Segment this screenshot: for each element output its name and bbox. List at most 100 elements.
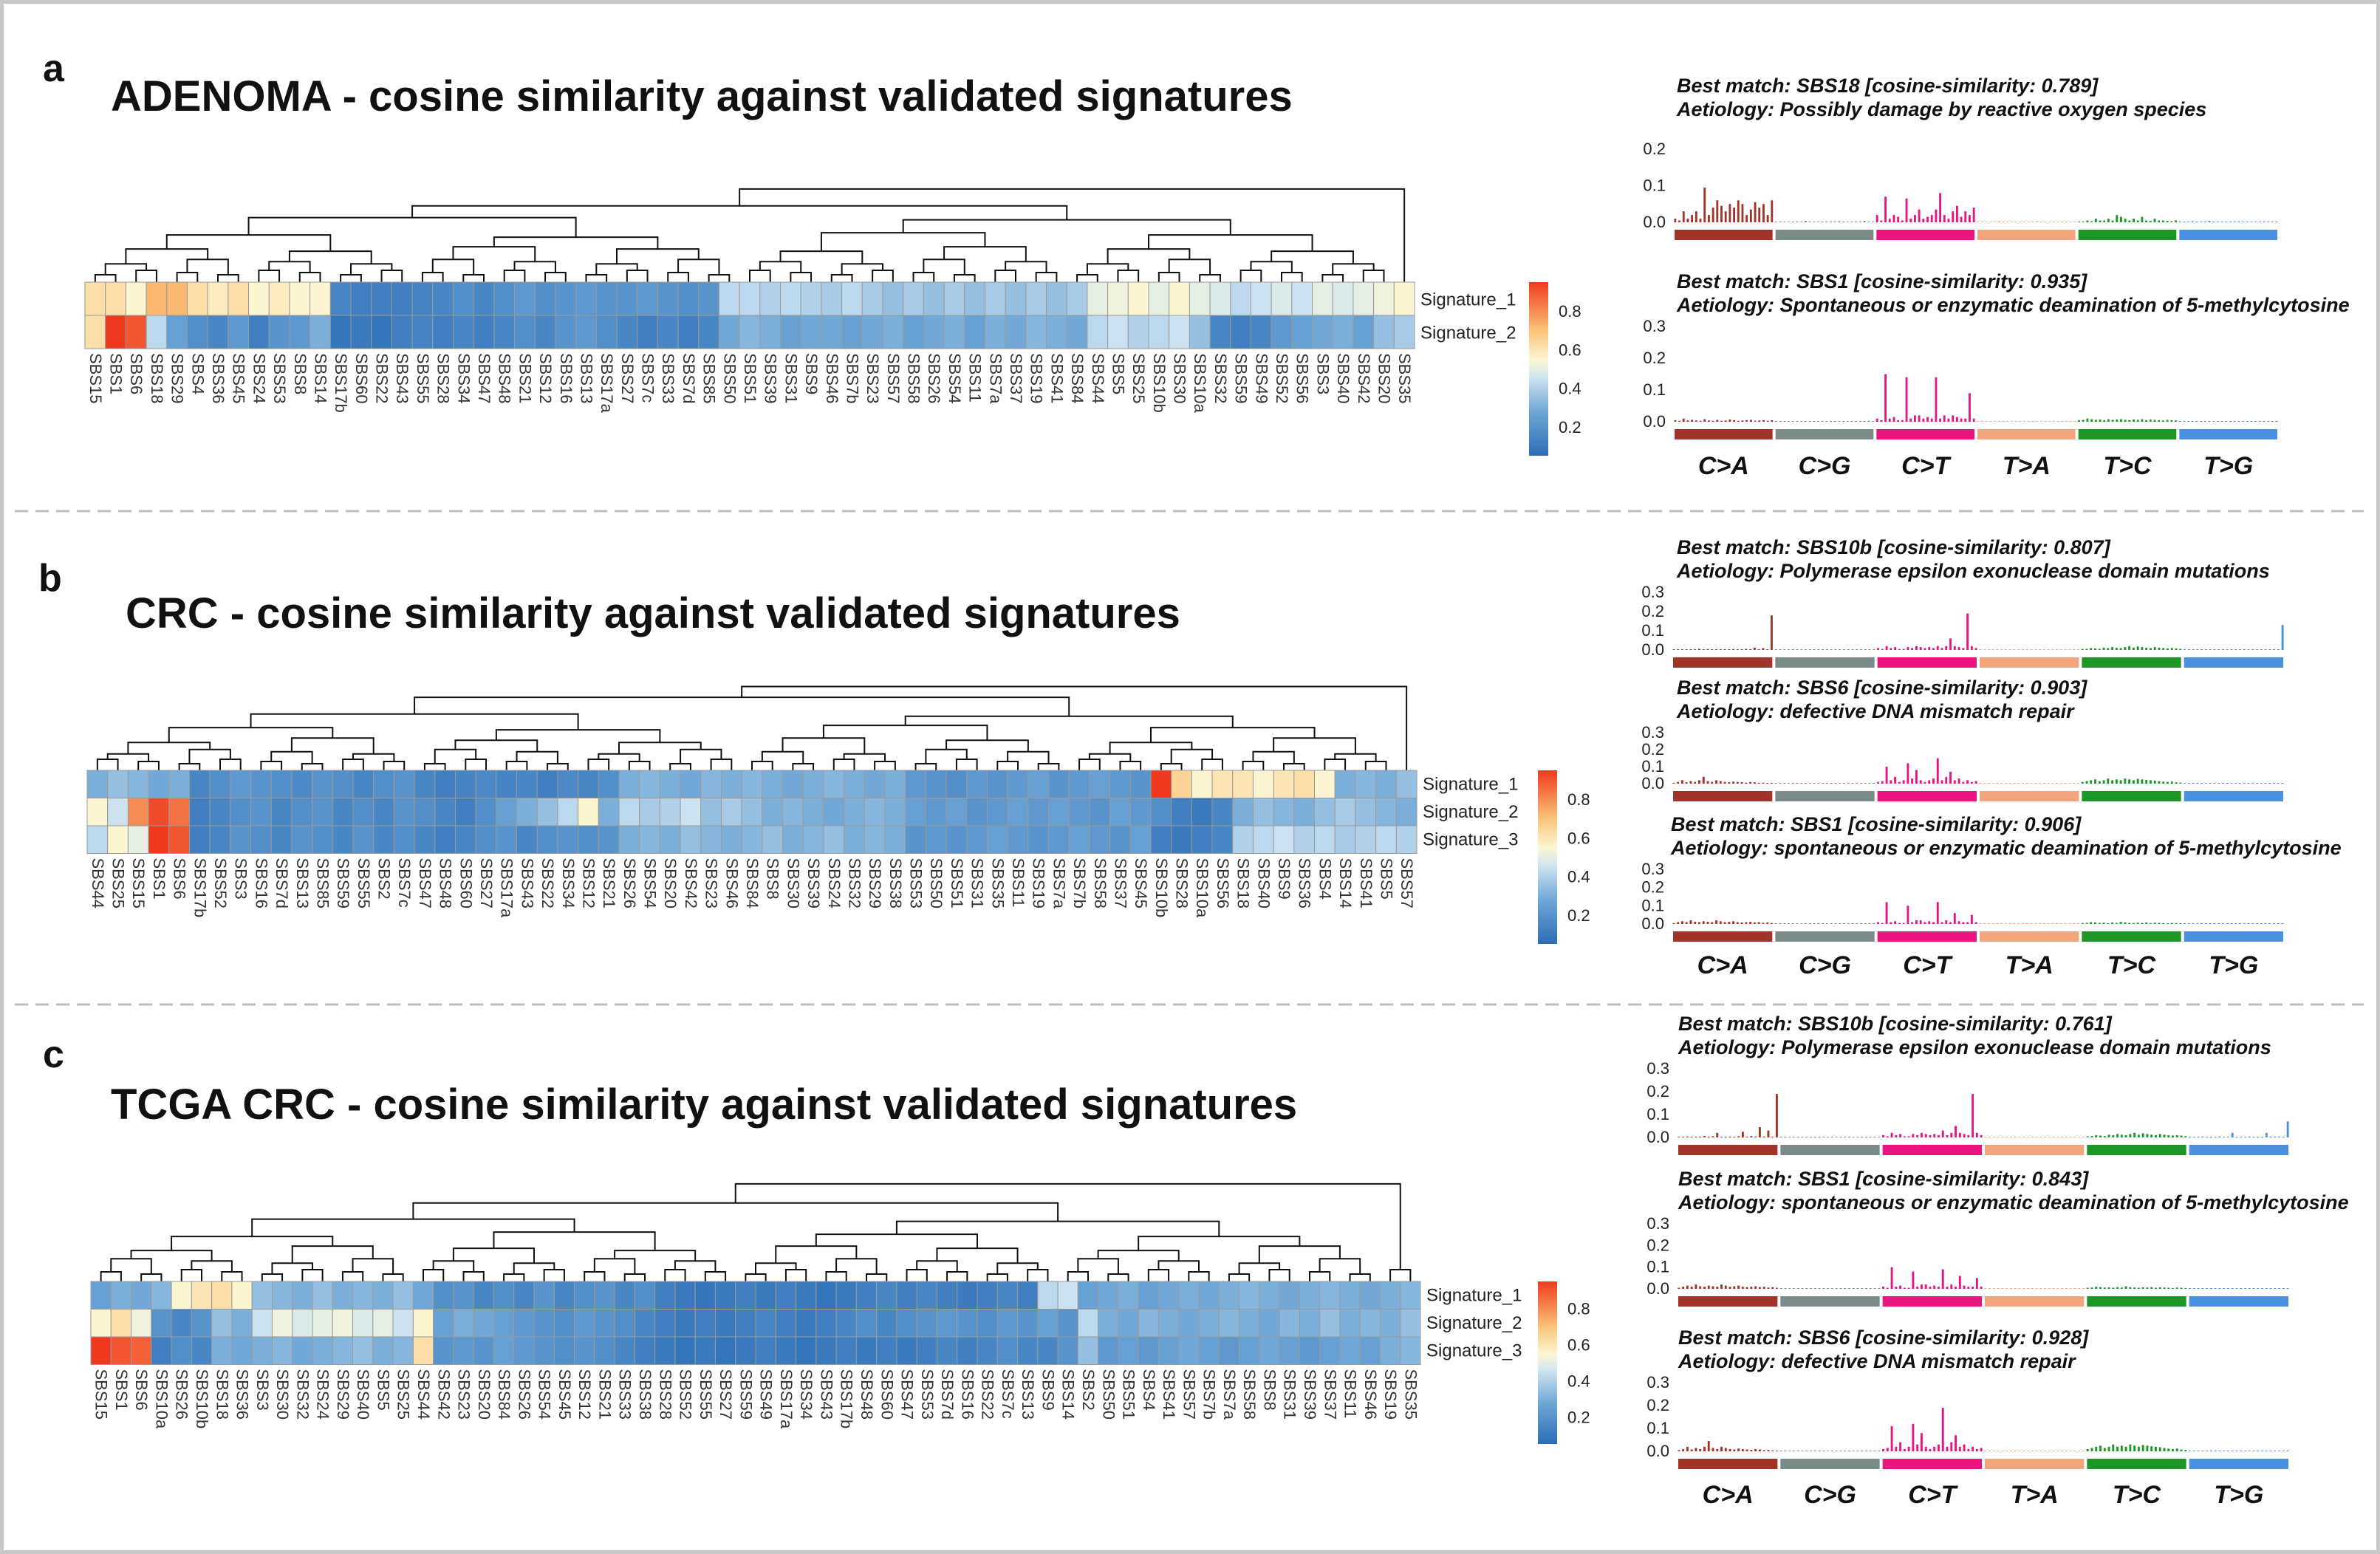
heatmap-cell bbox=[1066, 315, 1088, 349]
dendrogram-branch bbox=[906, 1268, 928, 1281]
heatmap-cell bbox=[1189, 281, 1211, 316]
heatmap-cell bbox=[1273, 798, 1295, 826]
aetiology-label: Aetiology: Polymerase epsilon exonucleas… bbox=[1676, 560, 2270, 582]
heatmap-cell bbox=[876, 1309, 897, 1338]
spectrum-bar bbox=[2048, 421, 2051, 422]
spectrum-bar bbox=[1907, 906, 1909, 924]
spectrum-bar bbox=[1741, 204, 1744, 222]
heatmap-column-label: SBS7d bbox=[680, 353, 698, 404]
heatmap-cell bbox=[1273, 770, 1295, 798]
heatmap-column-label: SBS35 bbox=[1395, 353, 1414, 404]
spectrum-bar bbox=[1712, 1286, 1714, 1289]
panel-letter-b: b bbox=[38, 557, 62, 600]
spectrum-bar bbox=[2027, 421, 2030, 422]
spectrum-bar bbox=[1902, 780, 1905, 784]
heatmap-cell bbox=[1025, 315, 1047, 349]
heatmap-cell bbox=[209, 798, 231, 826]
spectrum-bar bbox=[2153, 219, 2156, 222]
heatmap-cell bbox=[1379, 1309, 1401, 1338]
heatmap-column-label: SBS53 bbox=[270, 353, 289, 404]
spectrum-bar bbox=[1741, 1287, 1744, 1289]
heatmap-row-label: Signature_2 bbox=[1423, 802, 1518, 822]
spectrum-bar bbox=[2149, 648, 2152, 650]
heatmap-cell bbox=[996, 1309, 1019, 1338]
heatmap-cell bbox=[1314, 770, 1336, 798]
heatmap-column-label: SBS30 bbox=[1171, 353, 1189, 404]
heatmap-cell bbox=[171, 1336, 192, 1365]
heatmap-cell bbox=[1178, 1336, 1200, 1365]
dendrogram-branch bbox=[350, 263, 393, 275]
heatmap-cell bbox=[372, 1336, 394, 1365]
spectrum-bar bbox=[2064, 649, 2067, 650]
dendrogram-branch bbox=[1077, 1258, 1119, 1274]
spectrum-bar bbox=[1898, 648, 1901, 650]
spectrum-bar bbox=[2192, 649, 2195, 650]
heatmap-cell bbox=[1127, 315, 1149, 349]
heatmap-cell bbox=[1355, 825, 1377, 854]
spectrum-bar bbox=[1864, 923, 1867, 924]
spectrum-bar bbox=[1686, 420, 1689, 422]
heatmap-cell bbox=[945, 798, 968, 826]
spectrum-bar bbox=[2000, 923, 2003, 924]
heatmap-cell bbox=[594, 1309, 615, 1338]
spectrum-bar bbox=[2247, 649, 2250, 650]
spectrum-bar bbox=[2141, 923, 2144, 924]
spectrum-bar bbox=[1750, 1136, 1753, 1137]
heatmap-cell bbox=[714, 1281, 736, 1310]
heatmap-cell bbox=[271, 1281, 293, 1310]
dendrogram-branch bbox=[547, 762, 569, 770]
category-strip bbox=[2078, 230, 2177, 240]
heatmap-column-label: SBS52 bbox=[1273, 353, 1291, 404]
dendrogram-branch bbox=[628, 760, 651, 770]
spectrum-bar bbox=[1868, 923, 1871, 924]
heatmap-cell bbox=[1379, 1336, 1401, 1365]
heatmap-cell bbox=[595, 281, 618, 316]
spectrum-bar bbox=[1980, 1134, 1983, 1137]
heatmap-cell bbox=[698, 315, 719, 349]
spectrum-bar bbox=[2124, 1446, 2127, 1451]
category-strip bbox=[1678, 1296, 1778, 1307]
heatmap-cell bbox=[86, 798, 109, 826]
heatmap-cell bbox=[639, 798, 660, 826]
spectrum-bar bbox=[2017, 649, 2020, 650]
spectrum-bar bbox=[2282, 1288, 2285, 1289]
spectrum-bar bbox=[2039, 783, 2042, 784]
spectrum-bar bbox=[1674, 219, 1677, 222]
heatmap-cell bbox=[391, 315, 413, 349]
heatmap-cell bbox=[372, 1281, 394, 1310]
heatmap-cell bbox=[1057, 1281, 1078, 1310]
spectrum-bar bbox=[1916, 1444, 1919, 1451]
heatmap-cell bbox=[720, 825, 742, 854]
spectrum-bar bbox=[1698, 648, 1700, 650]
spectrum-bar bbox=[1864, 783, 1867, 784]
spectrum-bar bbox=[1880, 420, 1883, 422]
spectrum-bar bbox=[1796, 421, 1799, 422]
heatmap-cell bbox=[1334, 770, 1356, 798]
heatmap-cell bbox=[739, 281, 761, 316]
spectrum-bar bbox=[2018, 1288, 2021, 1289]
heatmap-cell bbox=[90, 1281, 112, 1310]
dendrogram-branch bbox=[452, 246, 536, 262]
spectrum-bar bbox=[1817, 421, 1819, 422]
spectrum-bar bbox=[2030, 783, 2033, 784]
spectrum-bar bbox=[2250, 421, 2253, 422]
heatmap-column-label: SBS45 bbox=[1132, 858, 1150, 909]
spectrum-bar bbox=[2213, 648, 2216, 650]
spectrum-bar bbox=[1932, 648, 1935, 650]
spectrum-bar bbox=[1918, 415, 1921, 422]
heatmap-row-label: Signature_1 bbox=[1423, 774, 1518, 794]
spectrum-bar bbox=[1991, 649, 1994, 650]
heatmap-cell bbox=[207, 315, 229, 349]
heatmap-cell bbox=[493, 1309, 515, 1338]
heatmap-cell bbox=[957, 1336, 978, 1365]
spectrum-bar bbox=[2278, 1288, 2281, 1289]
heatmap-cell bbox=[291, 798, 313, 826]
spectrum-bar bbox=[2187, 421, 2189, 422]
heatmap-cell bbox=[493, 1281, 515, 1310]
dendrogram-branch bbox=[674, 1260, 717, 1272]
heatmap-cell bbox=[1107, 315, 1129, 349]
heatmap-column-label: SBS46 bbox=[823, 353, 841, 404]
heatmap-cell bbox=[1109, 798, 1131, 826]
heatmap-cell bbox=[1017, 1281, 1039, 1310]
heatmap-cell bbox=[1218, 1309, 1240, 1338]
